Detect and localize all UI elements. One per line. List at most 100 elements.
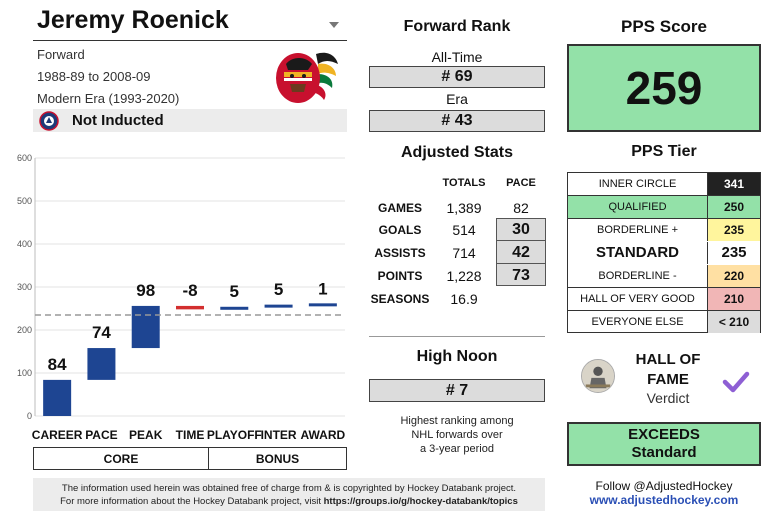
table-row: ASSISTS 714 42: [369, 242, 545, 264]
stat-total: 714: [452, 245, 476, 261]
player-seasons: 1988-89 to 2008-09: [37, 69, 151, 84]
high-noon-description: Highest ranking among NHL forwards over …: [369, 414, 545, 456]
x-category-label: TIME: [176, 428, 205, 442]
divider: [369, 336, 545, 337]
checkmark-icon: [722, 371, 750, 393]
stat-total: 514: [452, 222, 476, 238]
footer-credit-box: [33, 478, 545, 511]
totals-column-header: TOTALS: [442, 177, 486, 189]
adjusted-stats-title: Adjusted Stats: [400, 144, 513, 161]
x-category-label: PEAK: [129, 428, 163, 442]
divider: [568, 287, 760, 288]
verdict-result: EXCEEDS Standard: [567, 422, 761, 466]
divider: [496, 240, 546, 241]
pace-highlight-box: [496, 218, 546, 286]
tier-name: BORDERLINE -: [598, 270, 677, 282]
waterfall-bar: [264, 304, 293, 308]
table-row: SEASONS 16.9: [369, 288, 545, 310]
table-row: GAMES 1,389 82: [369, 197, 545, 219]
verdict-result-line: Standard: [631, 444, 697, 461]
divider: [496, 263, 546, 264]
tier-value: < 210: [707, 311, 760, 333]
team-logo-icon: [276, 52, 338, 103]
tier-name: BORDERLINE +: [597, 224, 678, 236]
stat-label: SEASONS: [370, 292, 430, 306]
verdict-title: HALL OF FAME: [620, 350, 716, 390]
stat-pace: 30: [512, 221, 530, 238]
y-tick-label: 200: [17, 325, 32, 335]
waterfall-bar: [220, 306, 249, 310]
x-category-label: INTER: [261, 428, 297, 442]
divider: [33, 40, 347, 41]
pace-column-header: PACE: [506, 177, 536, 189]
tier-value: 235: [707, 219, 760, 241]
description-line: NHL forwards over: [411, 429, 503, 441]
table-row: POINTS 1,228 73: [369, 265, 545, 287]
y-tick-label: 400: [17, 239, 32, 249]
description-line: Highest ranking among: [400, 415, 514, 427]
forward-rank-title: Forward Rank: [403, 18, 511, 35]
player-era: Modern Era (1993-2020): [37, 91, 180, 106]
table-row: GOALS 514 30: [369, 219, 545, 241]
stat-label: ASSISTS: [374, 246, 426, 260]
pps-score-value: 259: [567, 44, 761, 132]
stat-pace: 42: [512, 244, 530, 261]
divider: [568, 218, 760, 219]
pps-tier-table: INNER CIRCLE 341 QUALIFIED 250 BORDERLIN…: [567, 172, 761, 333]
verdict-title-line: HALL OF: [635, 351, 701, 368]
player-name[interactable]: Jeremy Roenick: [37, 6, 229, 34]
follow-link[interactable]: Follow @AdjustedHockey: [595, 479, 733, 493]
pps-tier-title: PPS Tier: [631, 143, 697, 160]
databank-link[interactable]: https://groups.io/g/hockey-databank/topi…: [323, 496, 518, 507]
waterfall-bar: [87, 348, 116, 380]
waterfall-bar: [43, 379, 72, 416]
waterfall-bar: [176, 305, 204, 310]
chevron-down-icon[interactable]: [329, 22, 339, 28]
data-label: 98: [136, 281, 155, 300]
tier-value: 250: [707, 196, 760, 218]
tier-value: 341: [707, 173, 760, 195]
group-label-core: CORE: [34, 448, 209, 469]
tier-name: INNER CIRCLE: [568, 173, 707, 195]
x-category-label: PACE: [85, 428, 117, 442]
data-label: 5: [274, 280, 283, 299]
all-time-rank: # 69: [369, 66, 545, 88]
website-link[interactable]: www.adjustedhockey.com: [589, 493, 739, 507]
pps-score-title: PPS Score: [621, 17, 707, 36]
footer-prefix: For more information about the Hockey Da…: [60, 496, 324, 507]
player-position: Forward: [37, 47, 85, 62]
hof-status-bar: [33, 109, 347, 132]
x-category-label: CAREER: [32, 428, 83, 442]
data-label: -8: [182, 281, 197, 300]
tier-name: EVERYONE ELSE: [591, 316, 684, 328]
standard-label: STANDARD: [595, 244, 680, 261]
high-noon-title: High Noon: [416, 348, 498, 365]
all-time-label: All-Time: [431, 49, 483, 65]
era-rank: # 43: [369, 110, 545, 132]
high-noon-rank: # 7: [369, 379, 545, 402]
description-line: a 3-year period: [420, 443, 494, 455]
era-label: Era: [446, 91, 468, 107]
stat-label: GAMES: [377, 201, 422, 215]
verdict-result-line: EXCEEDS: [628, 426, 700, 443]
data-label: 84: [48, 355, 67, 374]
data-label: 1: [318, 280, 327, 299]
footer-credit-line: The information used herein was obtained…: [61, 483, 517, 494]
tier-value: 210: [707, 288, 760, 310]
y-tick-label: 100: [17, 368, 32, 378]
data-label: 74: [92, 323, 111, 342]
x-category-label: AWARD: [301, 428, 346, 442]
x-category-label: PLAYOFF: [207, 428, 262, 442]
hockey-hall-of-fame-icon: [39, 111, 59, 131]
stat-pace: 73: [512, 267, 530, 284]
data-label: 5: [230, 282, 239, 301]
stat-label: POINTS: [377, 269, 423, 283]
stat-total: 1,389: [446, 200, 482, 216]
y-tick-label: 600: [17, 153, 32, 163]
group-label-bonus: BONUS: [255, 451, 300, 466]
divider: [568, 310, 760, 311]
footer-credit-line: For more information about the Hockey Da…: [33, 496, 545, 507]
tier-name: HALL OF VERY GOOD: [580, 293, 695, 305]
divider: [568, 195, 760, 196]
hof-status-text: Not Inducted: [72, 112, 164, 129]
